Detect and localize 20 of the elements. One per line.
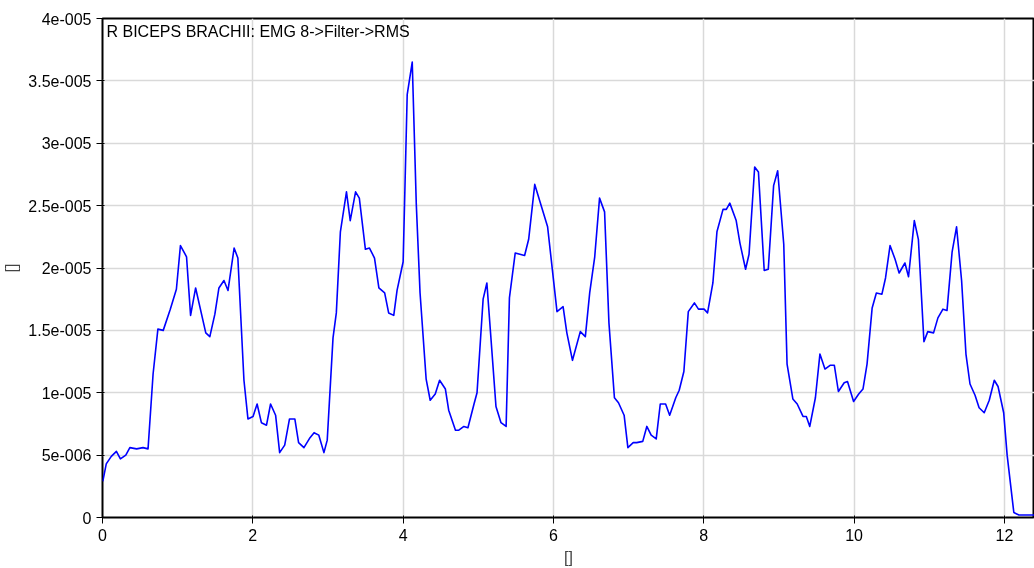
y-tick-label: 4e-005 bbox=[41, 10, 92, 28]
x-tick-label: 4 bbox=[398, 526, 408, 544]
y-tick-label: 2.5e-005 bbox=[28, 197, 92, 215]
y-tick-label: 1e-005 bbox=[41, 384, 92, 402]
y-axis-title: [] bbox=[3, 263, 21, 273]
y-tick-label: 3.5e-005 bbox=[28, 72, 92, 90]
y-tick-label: 2e-005 bbox=[41, 260, 92, 277]
x-tick-label: 2 bbox=[248, 526, 258, 544]
y-tick-label: 3e-005 bbox=[41, 135, 92, 153]
x-tick-label: 8 bbox=[699, 526, 709, 544]
x-axis-title: [] bbox=[564, 548, 573, 566]
chart-title: R BICEPS BRACHII: EMG 8->Filter->RMS bbox=[106, 22, 410, 40]
x-tick-label: 10 bbox=[845, 526, 864, 544]
x-tick-label: 0 bbox=[98, 526, 108, 544]
y-tick-label: 1.5e-005 bbox=[28, 322, 92, 340]
line-series bbox=[102, 61, 1034, 516]
x-tick-label: 12 bbox=[995, 526, 1014, 544]
y-tick-label: 0 bbox=[82, 509, 92, 527]
x-tick-label: 6 bbox=[549, 526, 559, 544]
y-tick-label: 5e-006 bbox=[41, 447, 92, 465]
